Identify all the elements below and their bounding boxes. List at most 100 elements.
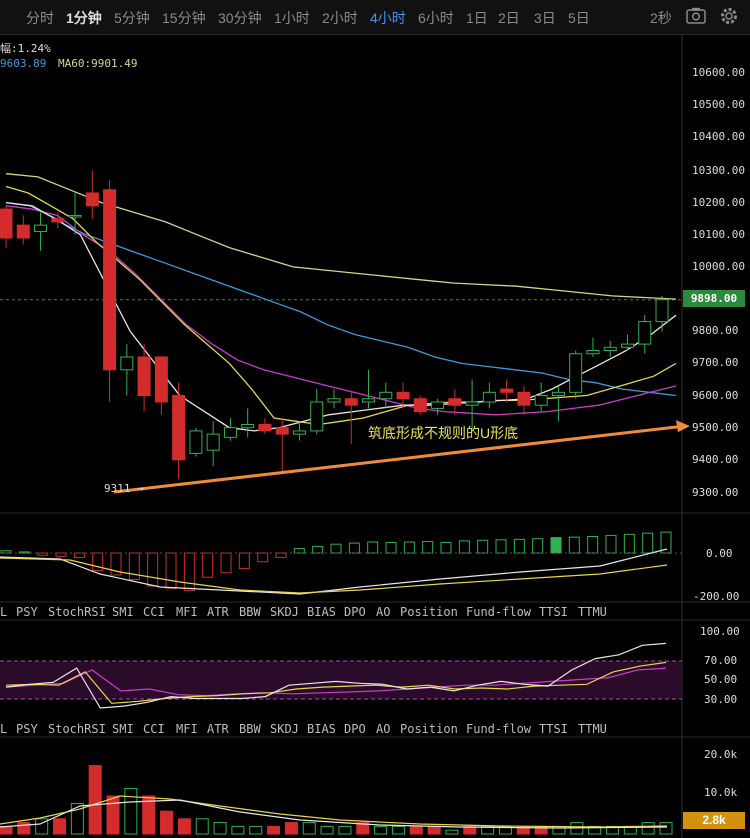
candle-body [500, 388, 514, 393]
rsi-yellow-line [5, 661, 667, 704]
macd-dea-line [0, 557, 668, 594]
indicator-tab-skdj-r0[interactable]: SKDJ [270, 605, 299, 619]
indicator-tab-l-r0[interactable]: L [0, 605, 8, 619]
refresh-interval[interactable]: 2秒 [650, 10, 672, 26]
macd-bar [623, 533, 635, 554]
volume-bar [374, 825, 388, 835]
candle-body [638, 321, 652, 345]
indicator-tab-stochrsi-r1[interactable]: StochRSI [48, 722, 106, 736]
macd-bar [385, 541, 397, 554]
candle-body [51, 218, 65, 223]
ma60-line [5, 173, 677, 300]
volume-bar [249, 825, 263, 835]
indicator-tab-bbw-r1[interactable]: BBW [239, 722, 261, 736]
indicator-tab-stochrsi-r0[interactable]: StochRSI [48, 605, 106, 619]
timeframe-12[interactable]: 5日 [568, 10, 590, 26]
timeframe-2[interactable]: 5分钟 [114, 10, 150, 26]
candle-body [275, 427, 289, 435]
indicator-tab-dpo-r0[interactable]: DPO [344, 605, 366, 619]
candle-body [569, 353, 583, 393]
camera-icon[interactable] [686, 7, 706, 24]
indicator-tab-cci-r1[interactable]: CCI [143, 722, 165, 736]
indicator-tab-psy-r0[interactable]: PSY [16, 605, 38, 619]
timeframe-1[interactable]: 1分钟 [66, 10, 102, 26]
macd-bar [458, 540, 470, 554]
ma-magenta-line [5, 205, 677, 416]
indicator-tab-bbw-r0[interactable]: BBW [239, 605, 261, 619]
timeframe-9[interactable]: 1日 [466, 10, 488, 26]
macd-bar [550, 537, 562, 554]
candle-body [448, 398, 462, 406]
indicator-tab-psy-r1[interactable]: PSY [16, 722, 38, 736]
indicator-tab-skdj-r1[interactable]: SKDJ [270, 722, 299, 736]
indicator-tab-ao-r1[interactable]: AO [376, 722, 391, 736]
gear-icon[interactable] [719, 6, 739, 26]
indicator-tab-bias-r1[interactable]: BIAS [307, 722, 336, 736]
indicator-tab-cci-r0[interactable]: CCI [143, 605, 165, 619]
indicator-tab-ttsi-r0[interactable]: TTSI [539, 605, 568, 619]
candle-body [413, 398, 427, 413]
timeframe-7[interactable]: 4小时 [370, 10, 406, 26]
indicator-tab-smi-r0[interactable]: SMI [112, 605, 134, 619]
indicator-tab-mfi-r1[interactable]: MFI [176, 722, 198, 736]
volume-bar [267, 825, 281, 835]
macd-bar [128, 552, 140, 580]
candle-body [379, 391, 393, 400]
indicator-tab-fund-flow-r1[interactable]: Fund-flow [466, 722, 532, 736]
indicator-tab-ttmu-r1[interactable]: TTMU [578, 722, 607, 736]
macd-bar [440, 541, 452, 554]
rsi-white-line [5, 642, 667, 709]
volume-bar [195, 818, 209, 835]
indicator-tab-atr-r0[interactable]: ATR [207, 605, 229, 619]
indicator-tab-dpo-r1[interactable]: DPO [344, 722, 366, 736]
candle-body [603, 346, 617, 352]
indicator-tab-mfi-r0[interactable]: MFI [176, 605, 198, 619]
macd-bar [513, 538, 525, 554]
volume-bar [106, 795, 120, 835]
indicator-tab-fund-flow-r0[interactable]: Fund-flow [466, 605, 532, 619]
indicator-tab-ttsi-r1[interactable]: TTSI [539, 722, 568, 736]
timeframe-0[interactable]: 分时 [26, 10, 54, 26]
volume-bar [445, 829, 459, 835]
volume-bar [427, 825, 441, 835]
volume-bar [284, 822, 298, 835]
indicator-tab-ao-r0[interactable]: AO [376, 605, 391, 619]
indicator-tab-smi-r1[interactable]: SMI [112, 722, 134, 736]
volume-bar [320, 825, 334, 835]
macd-bar [238, 552, 250, 569]
macd-bar [422, 541, 434, 554]
timeframe-6[interactable]: 2小时 [322, 10, 358, 26]
indicator-tab-position-r0[interactable]: Position [400, 605, 458, 619]
timeframe-3[interactable]: 15分钟 [162, 10, 206, 26]
macd-bar [92, 552, 104, 572]
indicator-tab-l-r1[interactable]: L [0, 722, 8, 736]
timeframe-5[interactable]: 1小时 [274, 10, 310, 26]
ma-blue-line [5, 201, 677, 397]
indicator-tab-atr-r1[interactable]: ATR [207, 722, 229, 736]
macd-bar [495, 539, 507, 554]
candle-body [103, 189, 117, 371]
macd-bar [202, 552, 214, 578]
timeframe-8[interactable]: 6小时 [418, 10, 454, 26]
indicator-tab-ttmu-r0[interactable]: TTMU [578, 605, 607, 619]
timeframe-11[interactable]: 3日 [534, 10, 556, 26]
indicator-tab-bias-r0[interactable]: BIAS [307, 605, 336, 619]
volume-bar [409, 825, 423, 835]
rsi-tick-50: 50.00 [704, 673, 738, 686]
candle-body [68, 214, 82, 218]
indicator-tab-position-r1[interactable]: Position [400, 722, 458, 736]
volume-bar [641, 822, 655, 835]
macd-bar [293, 548, 305, 554]
volume-bar [88, 765, 102, 835]
candle-body [16, 224, 30, 239]
macd-bar [275, 552, 287, 558]
candle-body [327, 398, 341, 403]
timeframe-10[interactable]: 2日 [498, 10, 520, 26]
price-tick-10: 9500.00 [692, 421, 739, 434]
candle-body [362, 398, 376, 403]
candle-body [223, 427, 237, 438]
candle-body [586, 350, 600, 355]
price-chart[interactable] [0, 34, 750, 838]
macd-bar [183, 552, 195, 591]
timeframe-4[interactable]: 30分钟 [218, 10, 262, 26]
